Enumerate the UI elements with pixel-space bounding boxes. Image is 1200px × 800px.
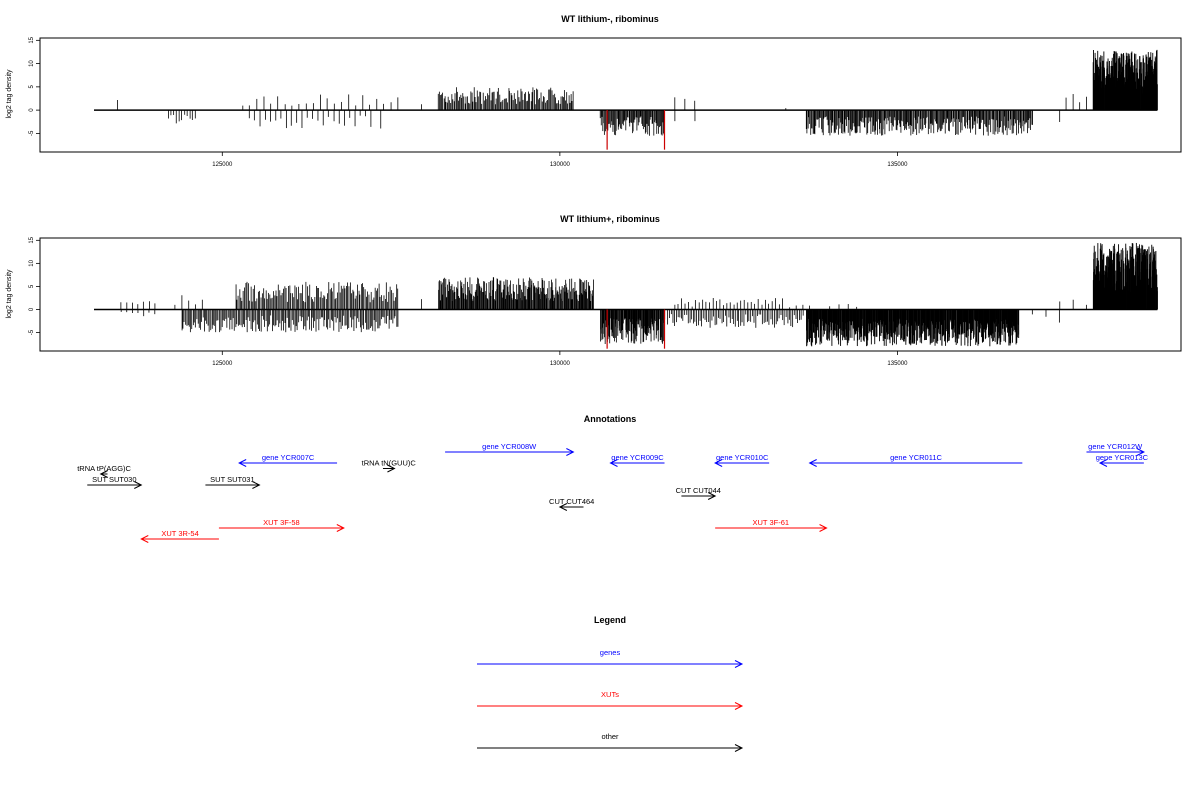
- axes: -5 0 5 10 15 125000 130000 135000: [29, 36, 908, 168]
- y-axis-label: log2 tag density: [6, 69, 13, 119]
- annotation-arrow-arrowhead: [819, 524, 828, 532]
- annotation-label: gene YCR010C: [716, 453, 769, 462]
- annotation-feature: XUT 3F-61: [715, 518, 828, 532]
- y-tick-label: 10: [29, 60, 35, 67]
- annotation-label: CUT CUT464: [549, 497, 594, 506]
- annotation-arrow-arrowhead: [1098, 459, 1108, 467]
- annotation-features: gene YCR007C gene YCR008W gene YCR009C gene…: [77, 442, 1149, 543]
- annotation-label: XUT 3F-58: [263, 518, 300, 527]
- annotation-label: gene YCR012W: [1088, 442, 1143, 451]
- legend-arrow-arrowhead: [734, 660, 744, 668]
- annotation-label: gene YCR009C: [611, 453, 664, 462]
- annotation-arrow-arrowhead: [558, 503, 568, 511]
- annotation-feature: gene YCR011C: [808, 453, 1023, 467]
- annotation-label: gene YCR008W: [482, 442, 537, 451]
- legend-arrow-arrowhead: [734, 702, 744, 710]
- legend-title: Legend: [594, 615, 626, 625]
- annotation-feature: SUT SUT030: [87, 475, 143, 489]
- annotation-arrow-arrowhead: [566, 448, 575, 456]
- annotation-feature: gene YCR008W: [445, 442, 575, 456]
- annotation-arrow-arrowhead: [336, 524, 345, 532]
- legend-arrow-arrowhead: [734, 744, 744, 752]
- x-tick-label: 135000: [887, 361, 908, 367]
- axes: -5 0 5 10 15 125000 130000 135000: [29, 236, 908, 367]
- annotation-label: XUT 3R-54: [161, 529, 198, 538]
- y-axis-label: log2 tag density: [6, 269, 13, 319]
- y-tick-label: -5: [29, 130, 35, 136]
- plot-frame: [39, 237, 1182, 352]
- annotation-arrow-arrowhead: [387, 464, 396, 473]
- track-panel-lithium-plus: WT lithium+, ribominus log2 tag density …: [6, 214, 1182, 367]
- annotation-label: gene YCR011C: [890, 453, 942, 462]
- annotation-feature: XUT 3R-54: [140, 529, 219, 543]
- annotation-feature: SUT SUT031: [205, 475, 261, 489]
- signal-bars: [94, 49, 1158, 150]
- annotation-label: gene YCR013C: [1096, 453, 1149, 462]
- track-panel-lithium-minus: WT lithium-, ribominus log2 tag density …: [6, 14, 1182, 168]
- annotation-arrow-arrowhead: [707, 492, 717, 500]
- annotation-arrow-arrowhead: [808, 459, 817, 467]
- annotation-feature: CUT CUT044: [676, 486, 721, 500]
- annotation-arrow-arrowhead: [134, 481, 143, 489]
- annotation-feature: XUT 3F-58: [218, 518, 345, 532]
- annotation-label: SUT SUT030: [92, 475, 136, 484]
- signal-bars: [94, 242, 1158, 349]
- annotation-feature: CUT CUT464: [549, 497, 594, 511]
- annotation-arrow-arrowhead: [714, 459, 723, 467]
- annotation-arrow-arrowhead: [140, 535, 149, 543]
- legend-label: genes: [600, 648, 621, 657]
- annotations-title: Annotations: [584, 414, 637, 424]
- annotation-feature: gene YCR007C: [238, 453, 338, 467]
- annotation-arrow-arrowhead: [609, 459, 618, 467]
- annotation-arrow-arrowhead: [99, 470, 108, 478]
- annotation-label: XUT 3F-61: [753, 518, 790, 527]
- legend-item: other: [477, 732, 744, 752]
- panel-title: WT lithium-, ribominus: [561, 14, 659, 24]
- annotation-arrow-arrowhead: [238, 459, 247, 467]
- y-tick-label: 10: [29, 259, 35, 266]
- x-tick-label: 135000: [887, 162, 908, 168]
- annotation-label: CUT CUT044: [676, 486, 721, 495]
- annotation-feature: gene YCR009C: [609, 453, 665, 467]
- x-tick-label: 130000: [550, 162, 571, 168]
- x-tick-label: 130000: [550, 361, 571, 367]
- x-tick-label: 125000: [212, 361, 233, 367]
- y-tick-label: 5: [29, 284, 35, 288]
- x-tick-label: 125000: [212, 162, 233, 168]
- legend-item: genes: [477, 648, 744, 668]
- annotation-feature: tRNA tN(GUU)C: [362, 459, 417, 473]
- annotation-label: tRNA tP(AGG)C: [77, 464, 131, 473]
- annotation-arrow-arrowhead: [252, 481, 261, 489]
- annotation-label: tRNA tN(GUU)C: [362, 459, 417, 468]
- y-tick-label: 15: [29, 236, 35, 243]
- y-tick-label: 0: [29, 307, 35, 311]
- legend-label: other: [601, 732, 619, 741]
- annotation-feature: tRNA tP(AGG)C: [77, 464, 132, 478]
- plot-frame: [39, 37, 1182, 153]
- legend-item: XUTs: [477, 690, 744, 710]
- y-tick-label: -5: [29, 329, 35, 335]
- annotation-label: gene YCR007C: [262, 453, 315, 462]
- annotation-arrow-arrowhead: [1136, 448, 1145, 456]
- legend-label: XUTs: [601, 690, 619, 699]
- y-tick-label: 5: [29, 85, 35, 89]
- annotation-feature: gene YCR010C: [714, 453, 770, 467]
- legend-items: genes XUTs other: [477, 648, 744, 752]
- annotation-feature: gene YCR012W: [1086, 442, 1145, 456]
- annotation-feature: gene YCR013C: [1096, 453, 1149, 467]
- panel-title: WT lithium+, ribominus: [560, 214, 660, 224]
- y-tick-label: 0: [29, 108, 35, 112]
- legend-panel: Legend genes XUTs other: [477, 615, 744, 752]
- y-tick-label: 15: [29, 36, 35, 43]
- annotation-label: SUT SUT031: [210, 475, 254, 484]
